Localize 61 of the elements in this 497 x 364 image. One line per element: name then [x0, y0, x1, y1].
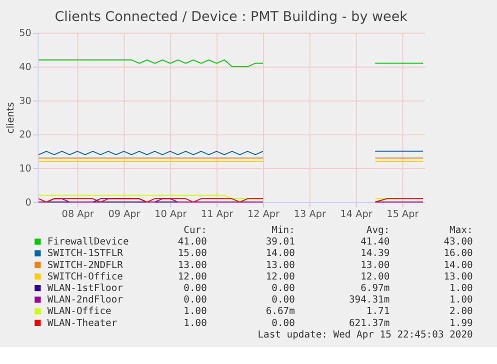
text: 41.00: [178, 236, 208, 248]
text: 39.01: [266, 236, 296, 248]
chart-title: Clients Connected / Device : PMT Building - by week: [54, 9, 408, 26]
text: 1.00: [450, 282, 473, 294]
text: Avg:: [366, 224, 390, 236]
text: 12.00: [360, 271, 390, 282]
text: 6.97m: [360, 282, 390, 294]
x-tick-label: 14 Apr: [340, 209, 372, 220]
x-tick-label: 11 Apr: [201, 209, 234, 220]
text: 13.00: [360, 260, 390, 271]
text: 2.00: [450, 306, 473, 318]
x-tick-label: 15 Apr: [386, 209, 419, 220]
text: 13.00: [266, 260, 296, 271]
y-tick-label: 50: [19, 28, 32, 40]
text: 14.00: [444, 260, 474, 271]
text: 0.00: [272, 318, 296, 329]
legend-label: WLAN-1stFloor: [47, 282, 124, 294]
x-tick-label: 10 Apr: [154, 209, 187, 220]
legend-label: WLAN-Theater: [47, 318, 118, 329]
text: 0.00: [272, 282, 296, 294]
text: 0.00: [184, 282, 208, 294]
text: 1.71: [366, 306, 390, 318]
text: Last update: Wed Apr 15 22:45:03 2020: [258, 329, 474, 340]
text: 41.40: [360, 236, 390, 248]
legend-label: SWITCH-2NDFLR: [47, 260, 124, 271]
x-tick-label: 09 Apr: [108, 209, 140, 220]
text: 1.00: [184, 318, 208, 329]
text: 12.00: [266, 271, 296, 282]
x-tick-label: 13 Apr: [294, 209, 326, 220]
text: Cur:: [184, 224, 207, 236]
text: 1.99: [450, 318, 473, 329]
text: Min:: [272, 224, 295, 236]
legend-label: FirewallDevice: [47, 236, 129, 248]
text: 16.00: [444, 248, 474, 260]
text: 14.00: [266, 248, 296, 260]
text: 13.00: [444, 271, 474, 282]
text: 12.00: [178, 271, 208, 282]
x-tick-label: 12 Apr: [247, 209, 280, 220]
y-tick-label: 40: [19, 62, 32, 74]
text: Max:: [450, 224, 473, 236]
text: 1.00: [184, 306, 208, 318]
text: 621.37m: [348, 318, 390, 329]
text: 394.31m: [348, 294, 390, 306]
x-tick-label: 08 Apr: [62, 209, 94, 220]
text: 13.00: [178, 260, 208, 271]
legend-label: WLAN-Office: [47, 306, 112, 318]
y-tick-label: 0: [25, 197, 32, 208]
text: 1.00: [450, 294, 473, 306]
y-tick-label: 20: [19, 130, 32, 141]
text: 43.00: [444, 236, 474, 248]
legend-label: SWITCH-1STFLR: [47, 248, 124, 260]
text: 0.00: [184, 294, 208, 306]
text: 6.67m: [266, 306, 296, 318]
text: 14.39: [360, 248, 390, 260]
text: 0.00: [272, 294, 296, 306]
legend-label: SWITCH-Office: [47, 271, 124, 282]
y-tick-label: 10: [19, 164, 32, 175]
y-axis-title: clients: [5, 102, 16, 134]
legend-label: WLAN-2ndFloor: [47, 294, 124, 306]
text: 15.00: [178, 248, 208, 260]
y-tick-label: 30: [19, 96, 32, 107]
